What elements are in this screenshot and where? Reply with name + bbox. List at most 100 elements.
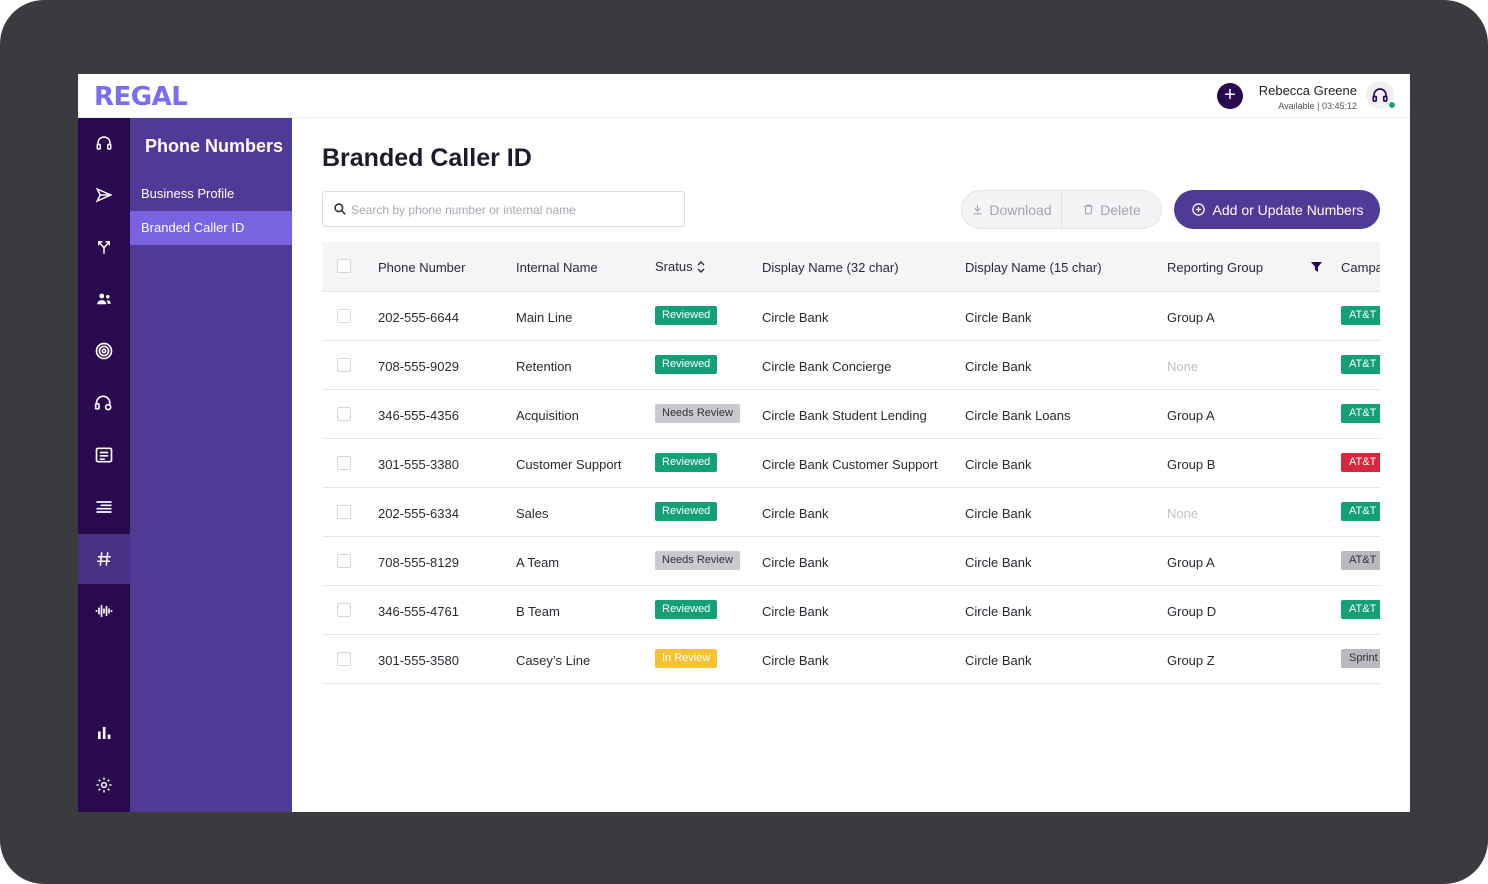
- row-checkbox[interactable]: [337, 505, 351, 519]
- cell-display-name-32: Circle Bank: [762, 310, 829, 325]
- download-button[interactable]: Download: [962, 191, 1061, 228]
- gear-icon: [96, 777, 112, 793]
- cell-reporting-group: Group A: [1167, 408, 1215, 423]
- table-header: Phone Number Internal Name Sratus Displa…: [322, 242, 1380, 292]
- cell-display-name-32: Circle Bank: [762, 604, 829, 619]
- table-row[interactable]: 301-555-3580 Casey’s Line In Review Circ…: [322, 635, 1380, 684]
- regal-logo[interactable]: REGAL: [94, 82, 188, 112]
- cell-phone-number: 301-555-3380: [378, 457, 459, 472]
- cell-phone-number: 346-555-4761: [378, 604, 459, 619]
- row-checkbox[interactable]: [337, 603, 351, 617]
- row-checkbox[interactable]: [337, 456, 351, 470]
- header-reporting-group[interactable]: Reporting Group: [1167, 260, 1264, 275]
- carrier-badge: AT&T: [1341, 502, 1380, 521]
- sort-icon[interactable]: [697, 261, 705, 273]
- search-input[interactable]: [351, 200, 671, 220]
- cell-phone-number: 708-555-9029: [378, 359, 459, 374]
- rail-item-audiences[interactable]: [78, 326, 130, 376]
- user-name: Rebecca Greene: [1258, 83, 1357, 98]
- cell-phone-number: 202-555-6644: [378, 310, 459, 325]
- search-box: [322, 191, 685, 227]
- carrier-badge: AT&T: [1341, 600, 1380, 619]
- table-row[interactable]: 346-555-4356 Acquisition Needs Review Ci…: [322, 390, 1380, 439]
- select-all-checkbox[interactable]: [337, 259, 351, 273]
- cell-display-name-15: Circle Bank: [965, 457, 1032, 472]
- table-row[interactable]: 301-555-3380 Customer Support Reviewed C…: [322, 439, 1380, 488]
- status-badge: Needs Review: [655, 551, 740, 570]
- header-internal-name[interactable]: Internal Name: [516, 260, 598, 275]
- delete-button[interactable]: Delete: [1061, 191, 1161, 228]
- headset-icon: [1372, 88, 1388, 102]
- download-icon: [973, 204, 983, 215]
- quick-add-button[interactable]: +: [1217, 83, 1243, 109]
- row-checkbox[interactable]: [337, 358, 351, 372]
- rail-item-settings[interactable]: [78, 760, 130, 810]
- header-phone-number[interactable]: Phone Number: [378, 260, 466, 275]
- row-checkbox[interactable]: [337, 309, 351, 323]
- rail-item-tasks[interactable]: [78, 482, 130, 532]
- add-or-update-label: Add or Update Numbers: [1212, 201, 1364, 218]
- cell-internal-name: B Team: [516, 604, 560, 619]
- rail-item-phone-numbers[interactable]: [78, 534, 130, 584]
- rail-item-recordings[interactable]: [78, 586, 130, 636]
- page-title: Branded Caller ID: [322, 144, 532, 172]
- header-display-name-32[interactable]: Display Name (32 char): [762, 260, 899, 275]
- search-icon: [334, 203, 346, 215]
- table-row[interactable]: 202-555-6334 Sales Reviewed Circle Bank …: [322, 488, 1380, 537]
- cell-display-name-15: Circle Bank: [965, 310, 1032, 325]
- table-row[interactable]: 708-555-8129 A Team Needs Review Circle …: [322, 537, 1380, 586]
- table-row[interactable]: 202-555-6644 Main Line Reviewed Circle B…: [322, 292, 1380, 341]
- header-display-name-15[interactable]: Display Name (15 char): [965, 260, 1102, 275]
- row-checkbox[interactable]: [337, 652, 351, 666]
- row-checkbox[interactable]: [337, 407, 351, 421]
- rail-item-scripts[interactable]: [78, 430, 130, 480]
- status-badge: In Review: [655, 649, 718, 668]
- status-badge: Reviewed: [655, 600, 718, 619]
- cell-display-name-15: Circle Bank: [965, 359, 1032, 374]
- add-or-update-numbers-button[interactable]: Add or Update Numbers: [1174, 190, 1380, 229]
- carrier-badge: AT&T: [1341, 404, 1380, 423]
- status-badge: Reviewed: [655, 453, 718, 472]
- row-checkbox[interactable]: [337, 554, 351, 568]
- cell-internal-name: Retention: [516, 359, 572, 374]
- task-list-icon: [96, 501, 112, 513]
- plus-circle-icon: [1191, 203, 1205, 216]
- rail-item-reports[interactable]: [78, 708, 130, 758]
- app-screen: REGAL + Rebecca Greene Available | 03:45…: [78, 74, 1410, 812]
- rail-item-journeys[interactable]: [78, 222, 130, 272]
- headset-icon: [96, 136, 112, 150]
- rail-item-contacts[interactable]: [78, 274, 130, 324]
- carrier-badge: AT&T: [1341, 453, 1380, 472]
- rail-item-agents[interactable]: [78, 378, 130, 428]
- download-label: Download: [989, 201, 1052, 218]
- header-status[interactable]: Sratus: [655, 259, 693, 274]
- cell-display-name-32: Circle Bank: [762, 506, 829, 521]
- waveform-icon: [95, 605, 113, 617]
- cell-phone-number: 346-555-4356: [378, 408, 459, 423]
- cell-phone-number: 301-555-3580: [378, 653, 459, 668]
- cell-display-name-15: Circle Bank: [965, 653, 1032, 668]
- table-row[interactable]: 708-555-9029 Retention Reviewed Circle B…: [322, 341, 1380, 390]
- rail-item-campaigns[interactable]: [78, 170, 130, 220]
- header-campaign[interactable]: Campa: [1341, 260, 1380, 275]
- status-badge: Reviewed: [655, 502, 718, 521]
- cell-display-name-32: Circle Bank Customer Support: [762, 457, 938, 472]
- agent-status-avatar[interactable]: [1366, 81, 1396, 109]
- table-row[interactable]: 346-555-4761 B Team Reviewed Circle Bank…: [322, 586, 1380, 635]
- rail-item-agent-desktop[interactable]: [78, 118, 130, 168]
- carrier-badge: AT&T: [1341, 551, 1380, 570]
- agent-headset-icon: [94, 395, 112, 411]
- send-icon: [95, 187, 113, 203]
- subnav-item-business-profile[interactable]: Business Profile: [141, 186, 235, 201]
- status-badge: Reviewed: [655, 355, 718, 374]
- user-status: Available | 03:45:12: [1278, 101, 1357, 111]
- status-badge: Reviewed: [655, 306, 718, 325]
- cell-reporting-group: None: [1167, 506, 1199, 521]
- subnav-item-branded-caller-id[interactable]: Branded Caller ID: [130, 211, 292, 245]
- list-box-icon: [95, 447, 113, 463]
- cell-display-name-32: Circle Bank Concierge: [762, 359, 892, 374]
- cell-internal-name: Main Line: [516, 310, 573, 325]
- status-badge: Needs Review: [655, 404, 740, 423]
- filter-icon[interactable]: [1311, 262, 1322, 272]
- cell-display-name-15: Circle Bank Loans: [965, 408, 1071, 423]
